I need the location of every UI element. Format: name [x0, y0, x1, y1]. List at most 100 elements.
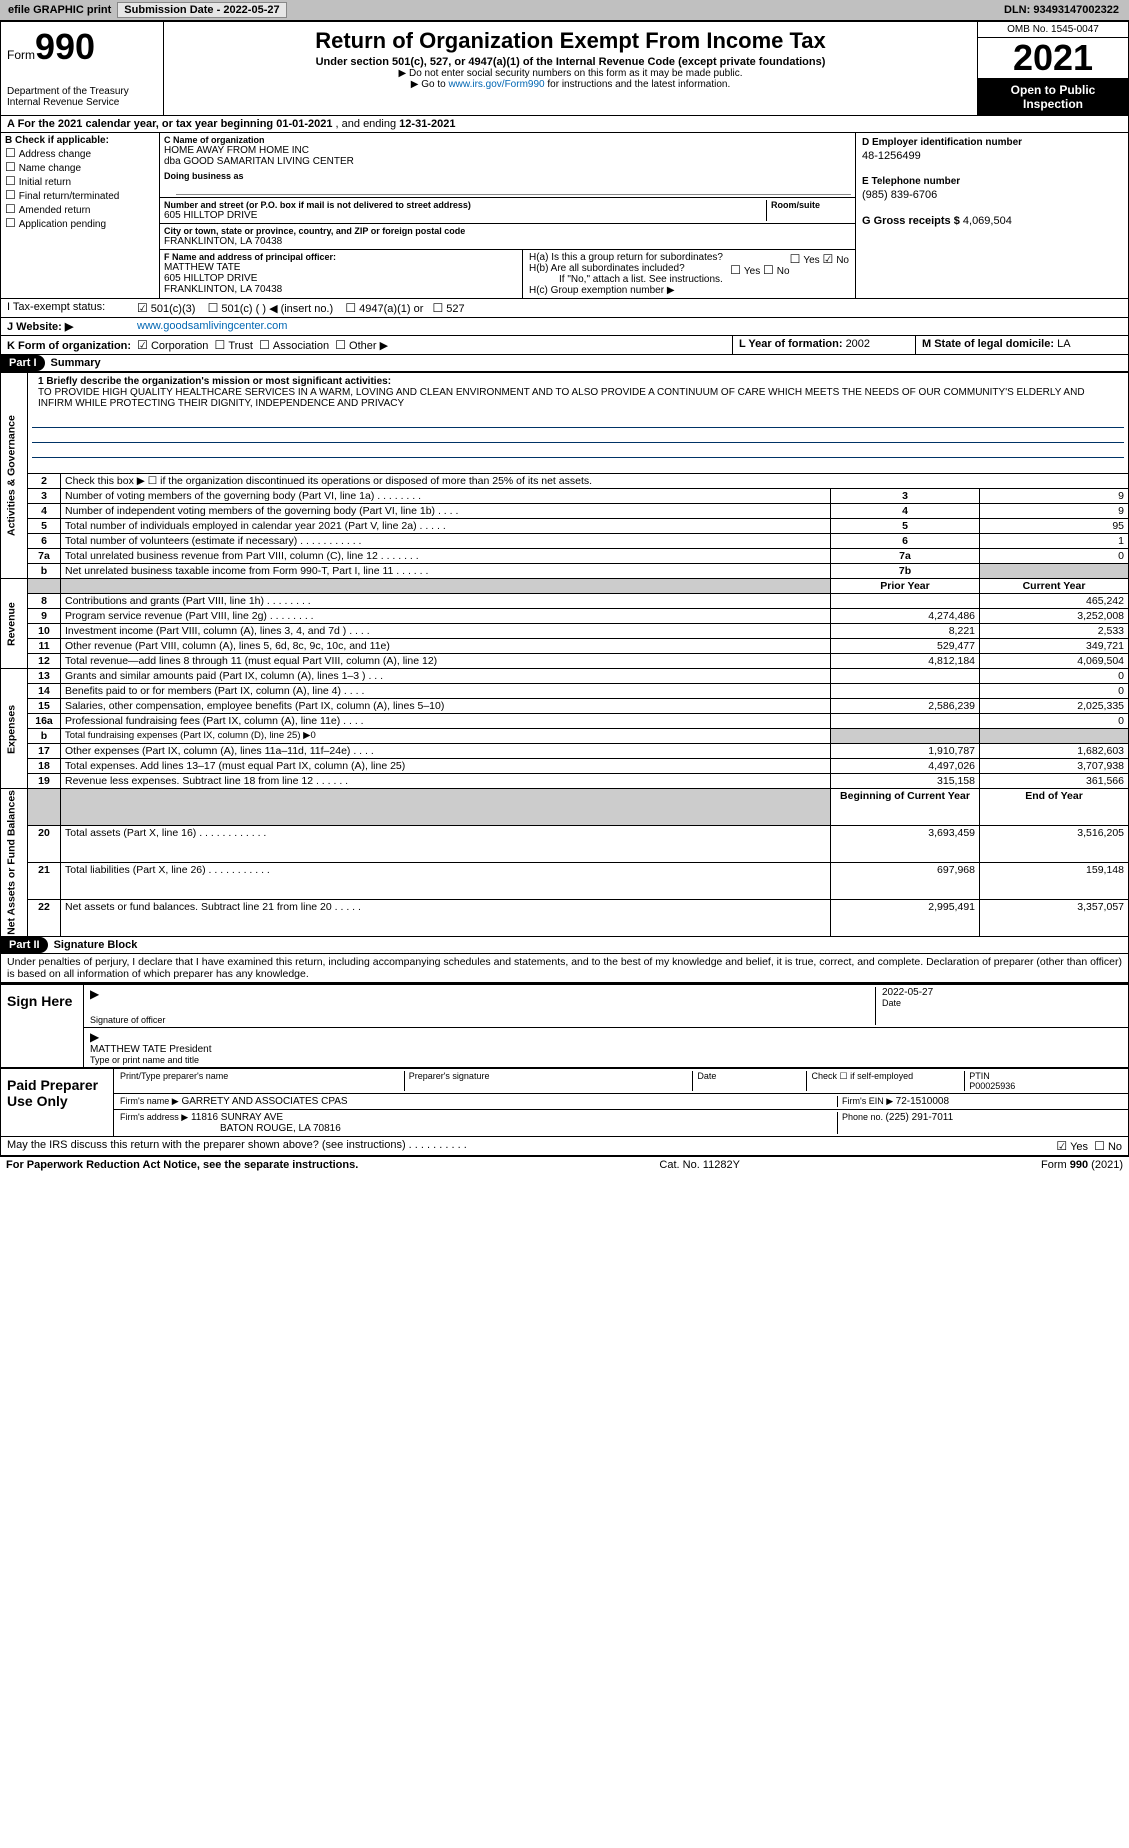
chk-amended-return[interactable]: Amended return — [5, 202, 155, 216]
penalties-statement: Under penalties of perjury, I declare th… — [0, 954, 1129, 983]
form-note-1: ▶ Do not enter social security numbers o… — [170, 68, 971, 79]
firm-ein: 72-1510008 — [896, 1096, 949, 1107]
chk-name-change[interactable]: Name change — [5, 160, 155, 174]
table-row: 18Total expenses. Add lines 13–17 (must … — [1, 759, 1129, 774]
table-row: 11Other revenue (Part VIII, column (A), … — [1, 639, 1129, 654]
ein-value: 48-1256499 — [862, 150, 1122, 162]
sign-here-block: Sign Here Signature of officer 2022-05-2… — [0, 983, 1129, 1068]
firm-addr1: 11816 SUNRAY AVE — [191, 1112, 283, 1123]
table-row: 4Number of independent voting members of… — [1, 504, 1129, 519]
city-box: City or town, state or province, country… — [160, 224, 855, 250]
firm-addr2: BATON ROUGE, LA 70816 — [120, 1123, 341, 1134]
mission-block: 1 Briefly describe the organization's mi… — [32, 374, 1124, 411]
signature-date: 2022-05-27 — [882, 987, 1122, 998]
row-i-tax-exempt: I Tax-exempt status: 501(c)(3) 501(c) ( … — [0, 299, 1129, 318]
form-title-block: Return of Organization Exempt From Incom… — [164, 22, 978, 115]
gross-receipts: G Gross receipts $ 4,069,504 — [862, 215, 1122, 227]
table-row: 6Total number of volunteers (estimate if… — [1, 534, 1129, 549]
chk-other[interactable]: Other ▶ — [335, 340, 388, 352]
table-row: bNet unrelated business taxable income f… — [1, 564, 1129, 579]
form-title: Return of Organization Exempt From Incom… — [170, 28, 971, 54]
table-row: 22Net assets or fund balances. Subtract … — [1, 899, 1129, 936]
table-row: 10Investment income (Part VIII, column (… — [1, 624, 1129, 639]
column-b-checkboxes: B Check if applicable: Address change Na… — [1, 133, 160, 298]
chk-application-pending[interactable]: Application pending — [5, 216, 155, 230]
phone-value: (985) 839-6706 — [862, 189, 1122, 201]
summary-table: Activities & Governance 1 Briefly descri… — [0, 372, 1129, 937]
form-note-2: ▶ Go to www.irs.gov/Form990 for instruct… — [170, 79, 971, 90]
efile-label: efile GRAPHIC print — [4, 4, 115, 16]
year-formation: 2002 — [846, 338, 870, 350]
hb-yes[interactable]: Yes — [730, 266, 760, 277]
discuss-no[interactable]: No — [1094, 1141, 1122, 1153]
part-2-header: Part II Signature Block — [0, 937, 1129, 954]
efile-topbar: efile GRAPHIC print Submission Date - 20… — [0, 0, 1129, 21]
footer-right: Form 990 (2021) — [1041, 1159, 1123, 1171]
table-row: 8Contributions and grants (Part VIII, li… — [1, 594, 1129, 609]
tax-year: 2021 — [978, 38, 1128, 79]
column-d-ein: D Employer identification number 48-1256… — [855, 133, 1128, 298]
paid-preparer-label: Paid Preparer Use Only — [1, 1069, 114, 1136]
table-row: 21Total liabilities (Part X, line 26) . … — [1, 862, 1129, 899]
table-row: 9Program service revenue (Part VIII, lin… — [1, 609, 1129, 624]
form-header: Form990 Department of the Treasury Inter… — [0, 21, 1129, 116]
page-footer: For Paperwork Reduction Act Notice, see … — [0, 1156, 1129, 1173]
row-a-tax-year: A For the 2021 calendar year, or tax yea… — [0, 116, 1129, 133]
table-row: bTotal fundraising expenses (Part IX, co… — [1, 729, 1129, 744]
ha-yes[interactable]: Yes — [790, 255, 820, 266]
chk-501c[interactable]: 501(c) ( ) ◀ (insert no.) — [208, 303, 334, 315]
chk-4947[interactable]: 4947(a)(1) or — [345, 303, 423, 315]
open-to-public: Open to Public Inspection — [978, 79, 1128, 115]
chk-501c3[interactable]: 501(c)(3) — [137, 303, 195, 315]
identity-block: B Check if applicable: Address change Na… — [0, 133, 1129, 299]
hb-no[interactable]: No — [763, 266, 790, 277]
column-c-org-info: C Name of organization HOME AWAY FROM HO… — [160, 133, 855, 298]
paid-preparer-block: Paid Preparer Use Only Print/Type prepar… — [0, 1068, 1129, 1137]
website-link[interactable]: www.goodsamlivingcenter.com — [137, 320, 287, 332]
firm-name: GARRETY AND ASSOCIATES CPAS — [181, 1096, 347, 1107]
chk-corporation[interactable]: Corporation — [137, 340, 208, 352]
ha-no[interactable]: No — [822, 255, 849, 266]
form-990-box: Form990 Department of the Treasury Inter… — [1, 22, 164, 115]
mission-blank-line — [32, 413, 1124, 428]
col-current-year: Current Year — [980, 579, 1129, 594]
table-row: 17Other expenses (Part IX, column (A), l… — [1, 744, 1129, 759]
table-row: 14Benefits paid to or for members (Part … — [1, 684, 1129, 699]
sidebar-activities-governance: Activities & Governance — [1, 373, 28, 579]
col-end-year: End of Year — [980, 789, 1129, 826]
footer-left: For Paperwork Reduction Act Notice, see … — [6, 1159, 358, 1171]
discuss-row: May the IRS discuss this return with the… — [0, 1137, 1129, 1156]
chk-trust[interactable]: Trust — [215, 340, 253, 352]
dln-box: DLN: 93493147002322 — [1004, 4, 1125, 16]
table-row: 7aTotal unrelated business revenue from … — [1, 549, 1129, 564]
chk-address-change[interactable]: Address change — [5, 146, 155, 160]
footer-mid: Cat. No. 11282Y — [659, 1159, 740, 1171]
hc-group-exemption: H(c) Group exemption number ▶ — [529, 285, 849, 296]
ptin: P00025936 — [969, 1081, 1015, 1091]
table-row: 20Total assets (Part X, line 16) . . . .… — [1, 825, 1129, 862]
officer-name-title: MATTHEW TATE President — [90, 1044, 1122, 1055]
table-row: 16aProfessional fundraising fees (Part I… — [1, 714, 1129, 729]
table-row: 3Number of voting members of the governi… — [1, 489, 1129, 504]
h-questions: H(a) Is this a group return for subordin… — [522, 250, 855, 298]
submission-date-box: Submission Date - 2022-05-27 — [117, 2, 286, 18]
table-row: 19Revenue less expenses. Subtract line 1… — [1, 774, 1129, 789]
line-2: Check this box ▶ ☐ if the organization d… — [61, 474, 1129, 489]
table-row: 12Total revenue—add lines 8 through 11 (… — [1, 654, 1129, 669]
sidebar-revenue: Revenue — [1, 579, 28, 669]
col-beginning-year: Beginning of Current Year — [831, 789, 980, 826]
chk-initial-return[interactable]: Initial return — [5, 174, 155, 188]
chk-association[interactable]: Association — [259, 340, 329, 352]
state-domicile: LA — [1057, 338, 1070, 350]
principal-officer-box: F Name and address of principal officer:… — [160, 250, 522, 298]
dept-treasury: Department of the Treasury — [7, 86, 157, 97]
org-name-box: C Name of organization HOME AWAY FROM HO… — [160, 133, 855, 198]
discuss-yes[interactable]: Yes — [1056, 1141, 1088, 1153]
chk-527[interactable]: 527 — [433, 303, 465, 315]
sidebar-net-assets: Net Assets or Fund Balances — [1, 789, 28, 937]
irs-link[interactable]: www.irs.gov/Form990 — [448, 79, 544, 90]
ha-group-return: H(a) Is this a group return for subordin… — [529, 252, 849, 263]
col-prior-year: Prior Year — [831, 579, 980, 594]
year-column: OMB No. 1545-0047 2021 Open to Public In… — [978, 22, 1128, 115]
chk-final-return[interactable]: Final return/terminated — [5, 188, 155, 202]
